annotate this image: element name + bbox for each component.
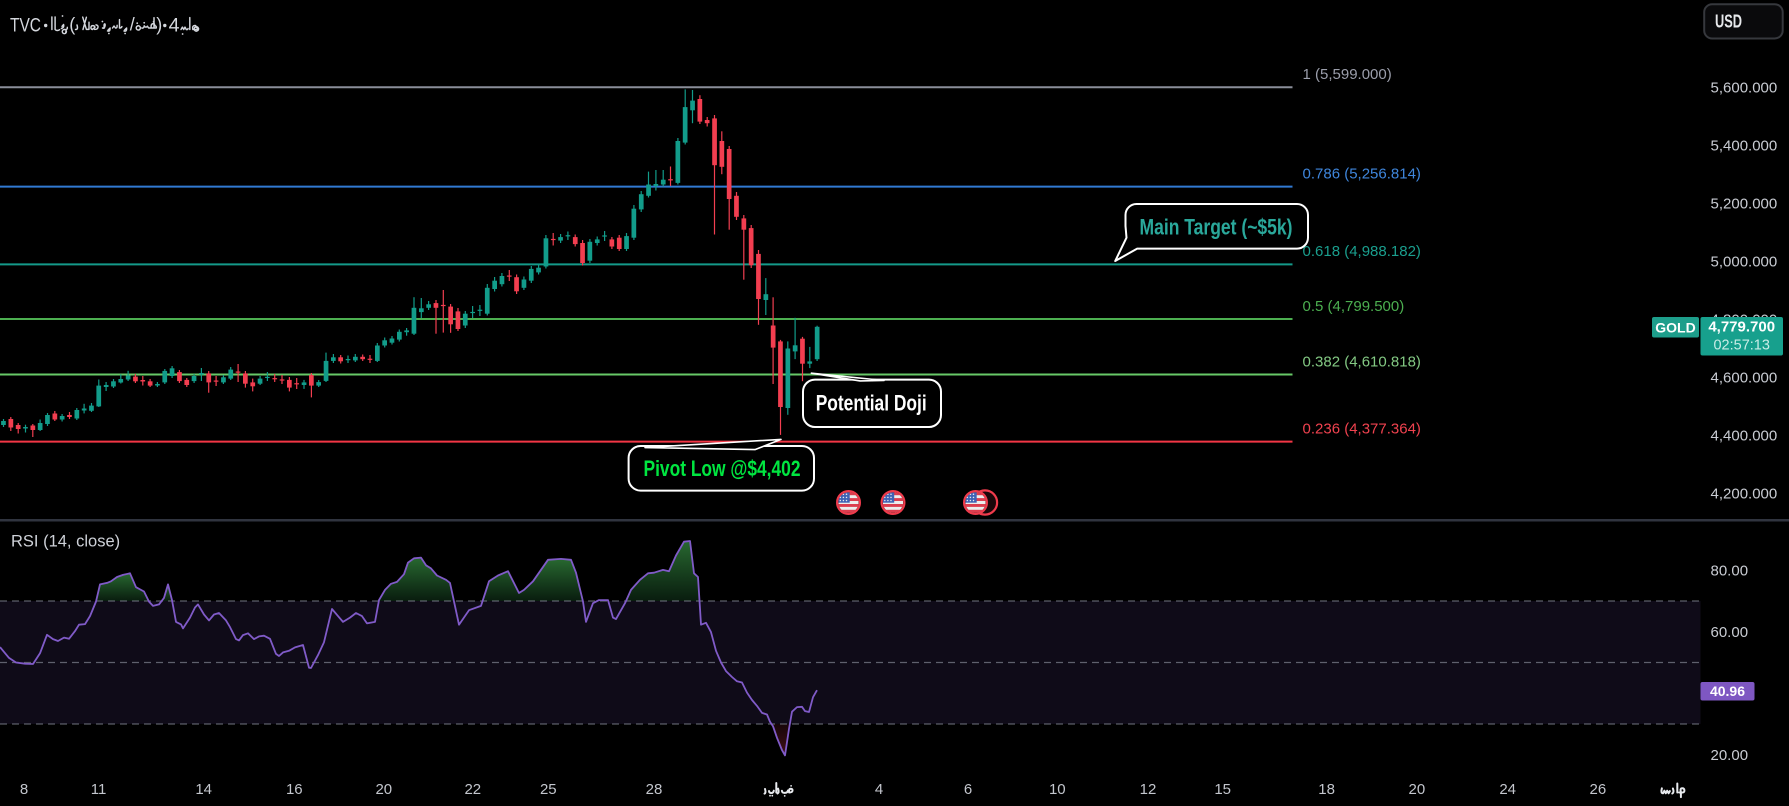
- svg-text:4,600.000: 4,600.000: [1711, 370, 1778, 387]
- svg-text:14: 14: [195, 781, 212, 798]
- svg-text:6: 6: [964, 781, 972, 798]
- svg-text:4: 4: [875, 781, 883, 798]
- svg-text:8: 8: [20, 781, 28, 798]
- svg-text:Pivot Low @$4,402: Pivot Low @$4,402: [644, 456, 801, 481]
- svg-text:60.00: 60.00: [1711, 624, 1749, 641]
- svg-text:1 (5,599.000): 1 (5,599.000): [1303, 66, 1392, 83]
- svg-text:22: 22: [464, 781, 481, 798]
- svg-text:18: 18: [1318, 781, 1335, 798]
- svg-text:GOLD: GOLD: [1655, 320, 1695, 336]
- svg-text:0.5 (4,799.500): 0.5 (4,799.500): [1303, 298, 1405, 315]
- svg-text:0.236 (4,377.364): 0.236 (4,377.364): [1303, 420, 1421, 437]
- svg-text:15: 15: [1214, 781, 1231, 798]
- svg-text:20.00: 20.00: [1711, 747, 1749, 764]
- svg-text:26: 26: [1590, 781, 1607, 798]
- svg-text:0.382 (4,610.818): 0.382 (4,610.818): [1303, 353, 1421, 370]
- svg-text:28: 28: [646, 781, 663, 798]
- svg-text:16: 16: [286, 781, 303, 798]
- svg-text:RSI (14, close): RSI (14, close): [11, 533, 120, 551]
- svg-text:): ): [156, 15, 162, 35]
- svg-text:20: 20: [1409, 781, 1426, 798]
- svg-text:(: (: [69, 15, 75, 35]
- svg-text:11: 11: [91, 781, 107, 798]
- svg-text:0.786 (5,256.814): 0.786 (5,256.814): [1303, 165, 1421, 182]
- svg-text:/: /: [130, 15, 135, 35]
- svg-text:02:57:13: 02:57:13: [1713, 338, 1769, 354]
- svg-text:Main Target (~$5k): Main Target (~$5k): [1140, 214, 1293, 239]
- svg-text:5,600.000: 5,600.000: [1711, 80, 1778, 97]
- svg-text:24: 24: [1499, 781, 1516, 798]
- svg-text:4: 4: [169, 15, 180, 37]
- svg-text:25: 25: [540, 781, 557, 798]
- svg-text:4,779.700: 4,779.700: [1708, 319, 1775, 336]
- svg-text:5,200.000: 5,200.000: [1711, 196, 1778, 213]
- svg-text:20: 20: [375, 781, 392, 798]
- svg-text:10: 10: [1049, 781, 1066, 798]
- svg-text:USD: USD: [1715, 11, 1742, 32]
- svg-text:12: 12: [1140, 781, 1157, 798]
- svg-text:5,400.000: 5,400.000: [1711, 138, 1778, 155]
- svg-text:4,200.000: 4,200.000: [1711, 486, 1778, 503]
- svg-text:Potential Doji: Potential Doji: [816, 390, 927, 415]
- svg-text:5,000.000: 5,000.000: [1711, 254, 1778, 271]
- svg-text:0.618 (4,988.182): 0.618 (4,988.182): [1303, 243, 1421, 260]
- svg-text:TVC: TVC: [10, 15, 41, 37]
- svg-text:40.96: 40.96: [1710, 683, 1745, 699]
- svg-text:80.00: 80.00: [1711, 563, 1749, 580]
- svg-text:4,400.000: 4,400.000: [1711, 428, 1778, 445]
